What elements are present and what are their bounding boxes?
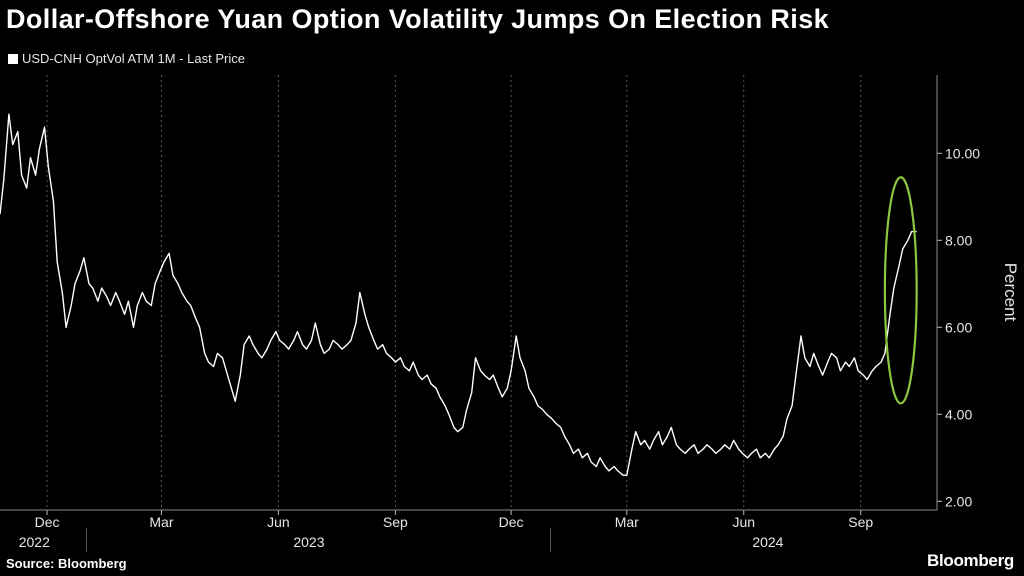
annotation-layer: [883, 176, 918, 405]
x-tick-label: Jun: [732, 514, 755, 530]
year-label: 2024: [752, 534, 783, 550]
source-note: Source: Bloomberg: [6, 556, 127, 571]
axis-layer: Dec Mar Jun Sep Dec Mar Jun Sep 2022 2023 2024 2.00…: [0, 75, 980, 552]
x-tick-label: Jun: [267, 514, 290, 530]
x-tick-label: Sep: [848, 514, 873, 530]
year-label: 2023: [293, 534, 324, 550]
grid-layer: [46, 75, 862, 510]
y-tick-label: 8.00: [945, 232, 972, 248]
chart-title: Dollar-Offshore Yuan Option Volatility J…: [6, 4, 830, 34]
series-layer: [0, 113, 917, 476]
y-axis-title: Percent: [1001, 263, 1020, 322]
y-tick-label: 4.00: [945, 406, 972, 422]
y-tick-label: 10.00: [945, 145, 980, 161]
x-tick-label: Mar: [615, 514, 639, 530]
y-tick-label: 6.00: [945, 319, 972, 335]
x-tick-label: Dec: [499, 514, 524, 530]
legend-label: USD-CNH OptVol ATM 1M - Last Price: [22, 51, 245, 66]
bloomberg-logo: Bloomberg: [926, 551, 1014, 570]
x-tick-label: Dec: [35, 514, 60, 530]
chart-legend: USD-CNH OptVol ATM 1M - Last Price: [8, 51, 245, 66]
highlight-ellipse: [883, 176, 918, 405]
x-tick-label: Sep: [383, 514, 408, 530]
series-line: [0, 113, 917, 476]
legend-swatch: [8, 53, 18, 64]
year-label: 2022: [19, 534, 50, 550]
x-tick-label: Mar: [149, 514, 173, 530]
y-tick-label: 2.00: [945, 493, 972, 509]
